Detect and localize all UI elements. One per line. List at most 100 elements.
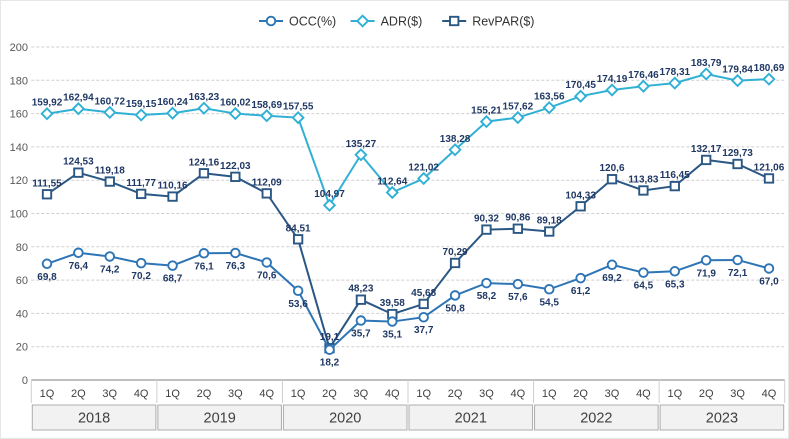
diamond-marker (417, 171, 431, 186)
data-label-adr: 163,56 (534, 92, 565, 103)
data-label-revpar: 122,03 (220, 161, 251, 172)
circle-marker (135, 257, 147, 269)
data-label-occ: 61,2 (571, 286, 591, 297)
x-axis-tick-label: 2Q (71, 388, 86, 400)
diamond-marker (134, 108, 148, 122)
data-label-adr: 183,79 (691, 58, 722, 69)
data-label-occ: 54,5 (540, 297, 560, 308)
diamond-marker (385, 185, 399, 200)
circle-marker (638, 267, 649, 278)
square-marker (606, 174, 618, 185)
circle-marker (167, 260, 178, 271)
diamond-marker (165, 106, 180, 120)
y-axis-tick-label: 120 (10, 175, 28, 187)
circle-marker (41, 258, 53, 270)
data-label-revpar: 119,18 (95, 166, 125, 177)
diamond-marker (291, 111, 305, 125)
data-label-revpar: 120,6 (600, 163, 625, 174)
year-band (282, 404, 408, 431)
y-axis-tick-label: 0 (22, 375, 28, 387)
data-label-revpar: 111,55 (32, 178, 62, 189)
data-label-adr: 159,15 (126, 99, 157, 110)
circle-marker (700, 255, 712, 266)
data-label-revpar: 129,73 (722, 148, 753, 159)
data-label-occ: 64,5 (634, 281, 654, 292)
circle-marker (763, 263, 775, 274)
year-band (534, 404, 659, 431)
diamond-marker (762, 72, 776, 86)
x-axis-tick-label: 4Q (762, 388, 777, 400)
circle-marker (73, 247, 84, 259)
year-label: 2023 (706, 411, 738, 427)
diamond-marker (511, 110, 525, 125)
square-marker (544, 226, 555, 237)
circle-marker (355, 315, 367, 326)
year-label: 2021 (455, 411, 487, 427)
diamond-marker (542, 101, 556, 115)
x-axis-tick-label: 3Q (605, 388, 620, 400)
year-label: 2022 (580, 411, 612, 427)
data-label-adr: 160,24 (157, 97, 188, 108)
square-marker (167, 191, 178, 202)
y-axis-tick-label: 140 (10, 142, 28, 154)
square-marker (73, 167, 84, 178)
x-axis-tick-label: 1Q (40, 388, 55, 400)
data-label-revpar: 19,1 (320, 332, 340, 343)
circle-marker (606, 259, 618, 271)
year-band (659, 404, 785, 431)
square-marker (136, 188, 147, 200)
data-label-revpar: 90,86 (505, 213, 530, 224)
circle-marker (512, 278, 524, 290)
diamond-marker (354, 148, 368, 162)
data-label-adr: 135,27 (346, 139, 377, 150)
diamond-marker (699, 67, 713, 81)
y-axis-tick-label: 60 (16, 275, 28, 287)
data-label-occ: 76,4 (69, 261, 89, 272)
data-label-occ: 65,3 (665, 279, 685, 290)
x-axis-tick-label: 2Q (699, 388, 714, 400)
x-axis-tick-label: 1Q (165, 388, 180, 400)
x-axis-tick-label: 3Q (479, 388, 494, 400)
data-label-adr: 157,62 (503, 102, 534, 113)
diamond-marker (228, 106, 242, 121)
data-label-revpar: 48,23 (348, 284, 373, 295)
data-label-occ: 53,6 (288, 299, 308, 310)
data-label-adr: 162,94 (63, 93, 94, 104)
x-axis-tick-label: 4Q (636, 388, 651, 400)
x-axis-tick-label: 2Q (197, 388, 212, 400)
data-label-adr: 180,69 (754, 63, 785, 74)
y-axis-tick-label: 200 (10, 42, 28, 54)
y-axis-tick-label: 100 (10, 209, 28, 221)
square-marker (575, 201, 586, 212)
square-marker (230, 171, 241, 182)
data-label-revpar: 113,83 (628, 174, 658, 185)
legend-label-revpar: RevPAR($) (472, 15, 534, 29)
circle-marker (265, 15, 277, 27)
circle-marker (387, 316, 398, 327)
data-label-occ: 50,8 (445, 303, 465, 314)
square-marker (449, 15, 460, 27)
circle-marker (481, 277, 492, 289)
diamond-marker (730, 73, 745, 88)
data-label-occ: 71,9 (696, 268, 716, 279)
data-label-occ: 58,2 (477, 291, 497, 302)
data-label-adr: 163,23 (189, 92, 220, 103)
circle-marker (575, 272, 586, 284)
year-band (408, 404, 534, 431)
series-line-revpar (46, 158, 770, 351)
diamond-marker (40, 107, 54, 121)
year-band (157, 404, 282, 431)
circle-marker (230, 247, 241, 259)
data-label-adr: 121,02 (408, 163, 439, 174)
circle-marker (104, 251, 116, 262)
data-label-occ: 35,1 (383, 330, 403, 341)
diamond-marker (71, 102, 86, 116)
data-label-occ: 69,8 (37, 272, 57, 283)
data-label-occ: 35,7 (351, 329, 371, 340)
x-axis-tick-label: 3Q (730, 388, 745, 400)
square-marker (355, 294, 367, 305)
data-label-revpar: 132,17 (691, 144, 722, 155)
data-label-occ: 68,7 (163, 274, 183, 285)
